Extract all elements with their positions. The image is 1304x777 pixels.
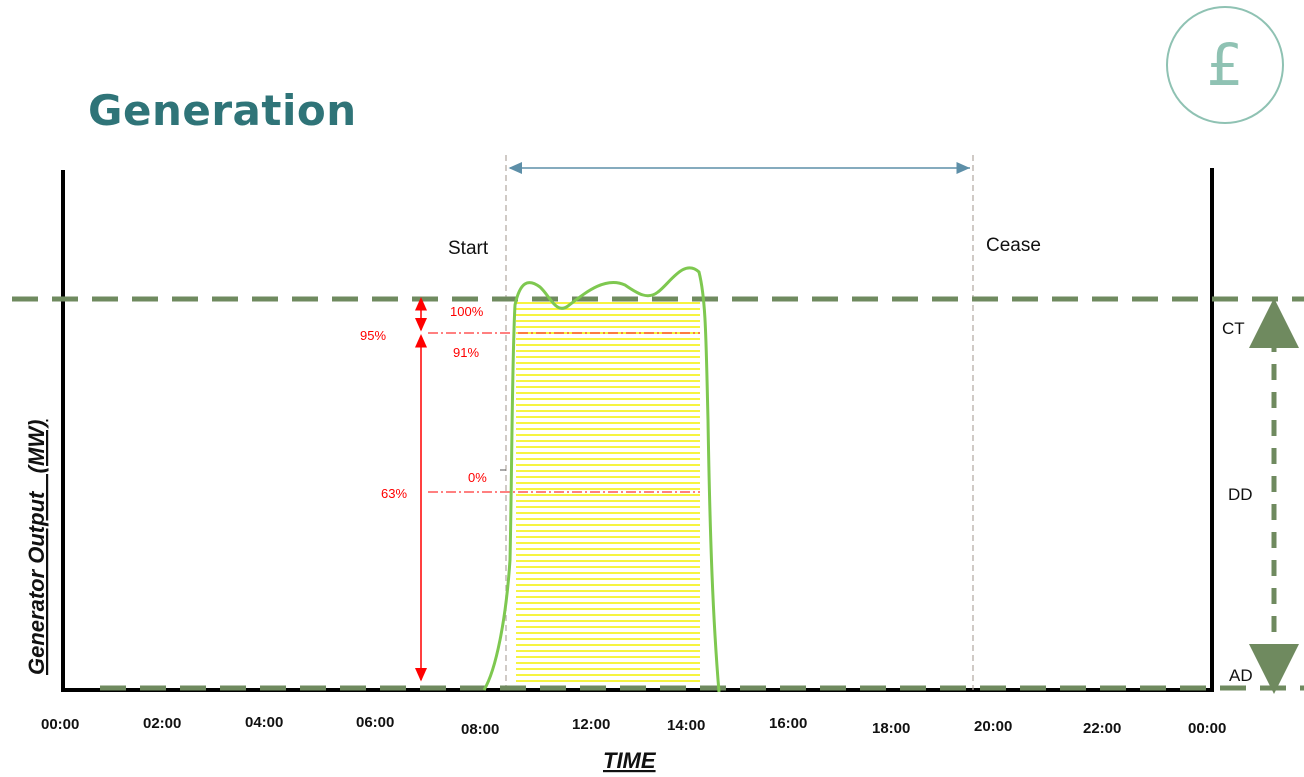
time-tick-labels: 00:00 02:00 04:00 06:00 08:00 12:00 14:0…: [41, 714, 1226, 738]
pct-91-label: 91%: [453, 345, 479, 360]
y-axis-label: Generator Output (MW): [24, 420, 49, 675]
pct-0-label: 0%: [468, 470, 487, 485]
delivered-energy-fill: [516, 302, 700, 682]
pound-glyph: £: [1206, 31, 1244, 99]
time-tick: 02:00: [143, 715, 181, 732]
time-tick: 00:00: [1188, 720, 1226, 737]
dd-label: DD: [1228, 485, 1253, 504]
time-tick: 08:00: [461, 721, 499, 738]
pct-100-label: 100%: [450, 304, 484, 319]
time-tick: 22:00: [1083, 720, 1121, 737]
pct-95-label: 95%: [360, 328, 386, 343]
time-tick: 04:00: [245, 714, 283, 731]
time-tick: 00:00: [41, 716, 79, 733]
x-axis-label: TIME: [603, 748, 657, 773]
time-tick: 18:00: [872, 720, 910, 737]
time-tick: 20:00: [974, 718, 1012, 735]
time-tick: 06:00: [356, 714, 394, 731]
ct-label: CT: [1222, 319, 1245, 338]
time-tick: 12:00: [572, 716, 610, 733]
time-tick: 14:00: [667, 717, 705, 734]
pct-63-label: 63%: [381, 486, 407, 501]
start-label: Start: [448, 238, 489, 259]
ad-label: AD: [1229, 666, 1253, 685]
page-title: Generation: [88, 86, 357, 135]
pound-sign-icon: £: [1166, 6, 1284, 124]
time-tick: 16:00: [769, 715, 807, 732]
generator-output-curve: [482, 266, 721, 693]
cease-label: Cease: [986, 235, 1041, 256]
